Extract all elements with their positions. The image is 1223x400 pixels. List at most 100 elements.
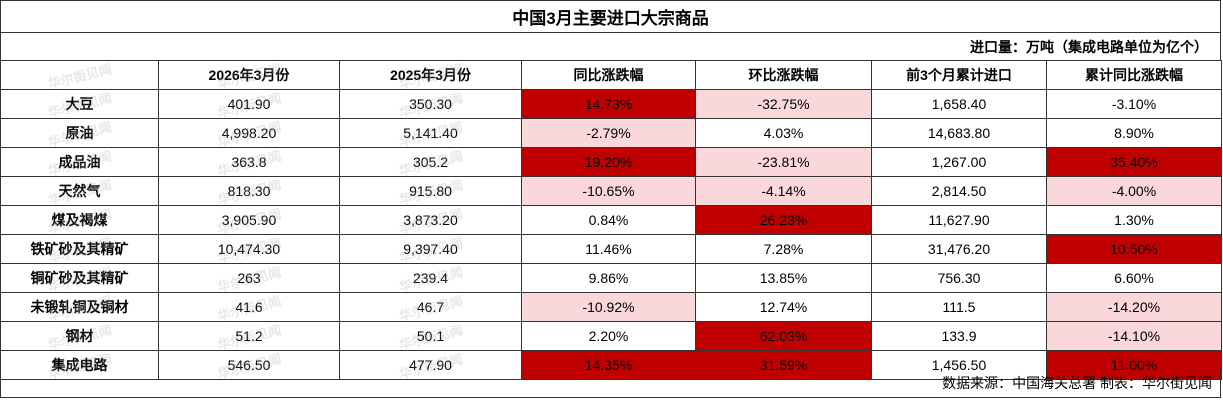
value-2025-march-cell: 305.2 华尔街见闻 <box>339 147 522 177</box>
cumulative-import-cell: 1,456.50 <box>871 350 1047 380</box>
cumulative-yoy-change-cell: -14.10% <box>1046 321 1222 351</box>
value-2026-march: 41.6 <box>235 299 263 315</box>
cumulative-yoy-change: 35.40% <box>1110 154 1158 170</box>
cumulative-import-cell: 11,627.90 <box>871 205 1047 235</box>
header-cell-mom: 环比涨跌幅 <box>695 60 872 90</box>
value-2026-march: 4,998.20 <box>221 125 277 141</box>
cumulative-import-cell: 31,476.20 <box>871 234 1047 264</box>
commodity-name: 成品油 <box>58 154 101 170</box>
yoy-change: 11.46% <box>585 241 632 257</box>
cumulative-yoy-change-cell: 35.40% <box>1046 147 1222 177</box>
yoy-change-cell: 14.35% <box>521 350 696 380</box>
cumulative-yoy-change: 8.90% <box>1114 125 1154 141</box>
yoy-change: -10.65% <box>582 183 635 199</box>
mom-change: 62.03% <box>759 328 808 344</box>
commodity-name-cell: 未锻轧铜及铜材 华尔街见闻 <box>0 292 159 322</box>
yoy-change: 2.20% <box>588 328 629 344</box>
value-2026-march: 3,905.90 <box>221 212 277 228</box>
value-2025-march-cell: 9,397.40 华尔街见闻 <box>339 234 522 264</box>
mom-change-cell: 62.03% <box>695 321 872 351</box>
commodity-name: 大豆 <box>65 96 94 112</box>
cumulative-import: 1,456.50 <box>931 357 987 373</box>
table-row: 原油 华尔街见闻 4,998.20 华尔街见闻 5,141.40 华尔街见闻 -2.79% 4… <box>0 118 1222 148</box>
value-2026-march-cell: 818.30 华尔街见闻 <box>158 176 340 206</box>
cumulative-yoy-change: 11.00% <box>1110 357 1158 373</box>
mom-change: -32.75% <box>757 96 810 112</box>
table-row: 集成电路 华尔街见闻 546.50 华尔街见闻 477.90 华尔街见闻 14.35% 31.… <box>0 350 1222 380</box>
commodity-name: 煤及褐煤 <box>51 212 108 228</box>
value-2026-march-cell: 546.50 华尔街见闻 <box>158 350 340 380</box>
cumulative-import-cell: 1,267.00 <box>871 147 1047 177</box>
cumulative-yoy-change-cell: -4.00% <box>1046 176 1222 206</box>
value-2026-march: 818.30 <box>227 183 271 199</box>
mom-change: 26.23% <box>759 212 808 228</box>
value-2025-march-cell: 239.4 华尔街见闻 <box>339 263 522 293</box>
yoy-change-cell: -10.92% <box>521 292 696 322</box>
cumulative-yoy-change: 10.50% <box>1110 241 1158 257</box>
value-2026-march-cell: 401.90 华尔街见闻 <box>158 89 340 119</box>
mom-change: -4.14% <box>761 183 806 199</box>
mom-change: 12.74% <box>759 299 808 315</box>
yoy-change: -10.92% <box>582 299 635 315</box>
yoy-change-cell: 9.86% <box>521 263 696 293</box>
yoy-change-cell: -10.65% <box>521 176 696 206</box>
cumulative-import: 133.9 <box>941 328 977 344</box>
commodity-name: 原油 <box>65 125 94 141</box>
value-2026-march-cell: 51.2 华尔街见闻 <box>158 321 340 351</box>
data-source-footer: 数据来源：中国海关总署 制表：华尔街见闻 <box>0 369 1221 398</box>
value-2025-march: 5,141.40 <box>403 125 458 141</box>
mom-change: -23.81% <box>757 154 810 170</box>
commodity-name: 铁矿砂及其精矿 <box>30 241 129 257</box>
commodity-name: 集成电路 <box>51 357 108 373</box>
watermark: 华尔街见闻 <box>46 60 114 90</box>
cumulative-import: 756.30 <box>937 270 981 286</box>
cumulative-yoy-change-cell: 1.30% <box>1046 205 1222 235</box>
header-row: 华尔街见闻 2026年3月份 华尔街见闻 2025年3月份 华尔街见闻 同比涨跌幅 … <box>0 60 1222 90</box>
commodity-name-cell: 集成电路 华尔街见闻 <box>0 350 159 380</box>
table-row: 铜矿砂及其精矿 华尔街见闻 263 华尔街见闻 239.4 华尔街见闻 9.86% 13.85… <box>0 263 1222 293</box>
cumulative-import: 11,627.90 <box>928 212 990 228</box>
value-2025-march: 50.1 <box>416 328 445 344</box>
commodity-name: 钢材 <box>65 328 94 344</box>
cumulative-yoy-change: 1.30% <box>1114 212 1154 228</box>
header-cell-2025-march: 2025年3月份 华尔街见闻 <box>339 60 522 90</box>
mom-change-cell: 7.28% <box>695 234 872 264</box>
cumulative-yoy-change: -14.10% <box>1107 328 1161 344</box>
yoy-change: -2.79% <box>586 125 631 141</box>
cumulative-import-cell: 111.5 <box>871 292 1047 322</box>
value-2025-march: 239.4 <box>412 270 449 286</box>
value-2025-march-cell: 915.80 华尔街见闻 <box>339 176 522 206</box>
yoy-change: 14.73% <box>584 96 633 112</box>
header-cell-cumulative-yoy: 累计同比涨跌幅 <box>1046 60 1222 90</box>
mom-change-cell: 4.03% <box>695 118 872 148</box>
mom-change-cell: 26.23% <box>695 205 872 235</box>
cumulative-yoy-change: -4.00% <box>1111 183 1157 199</box>
cumulative-yoy-change: -14.20% <box>1107 299 1161 315</box>
header-cell-cumulative: 前3个月累计进口 <box>871 60 1047 90</box>
mom-change-cell: -4.14% <box>695 176 872 206</box>
value-2026-march-cell: 363.8 华尔街见闻 <box>158 147 340 177</box>
value-2025-march: 3,873.20 <box>403 212 458 228</box>
cumulative-import: 31,476.20 <box>927 241 991 257</box>
cumulative-yoy-change-cell: 10.50% <box>1046 234 1222 264</box>
commodity-name-cell: 天然气 华尔街见闻 <box>0 176 159 206</box>
value-2025-march-cell: 46.7 华尔街见闻 <box>339 292 522 322</box>
header-cell-yoy: 同比涨跌幅 <box>521 60 696 90</box>
commodity-name-cell: 成品油 华尔街见闻 <box>0 147 159 177</box>
table-body: 大豆 华尔街见闻 401.90 华尔街见闻 350.30 华尔街见闻 14.73% -32.7… <box>0 89 1222 380</box>
value-2026-march-cell: 10,474.30 华尔街见闻 <box>158 234 340 264</box>
yoy-change: 14.35% <box>584 357 633 373</box>
commodity-name-cell: 铜矿砂及其精矿 华尔街见闻 <box>0 263 159 293</box>
value-2025-march-cell: 477.90 华尔街见闻 <box>339 350 522 380</box>
cumulative-import: 1,267.00 <box>931 154 987 170</box>
mom-change: 7.28% <box>763 241 804 257</box>
cumulative-import-cell: 1,658.40 <box>871 89 1047 119</box>
yoy-change: 19.20% <box>584 154 633 170</box>
value-2025-march: 305.2 <box>412 154 449 170</box>
cumulative-yoy-change-cell: -3.10% <box>1046 89 1222 119</box>
cumulative-import-cell: 2,814.50 <box>871 176 1047 206</box>
value-2026-march-cell: 3,905.90 华尔街见闻 <box>158 205 340 235</box>
value-2026-march: 546.50 <box>227 357 271 373</box>
cumulative-import-cell: 133.9 <box>871 321 1047 351</box>
